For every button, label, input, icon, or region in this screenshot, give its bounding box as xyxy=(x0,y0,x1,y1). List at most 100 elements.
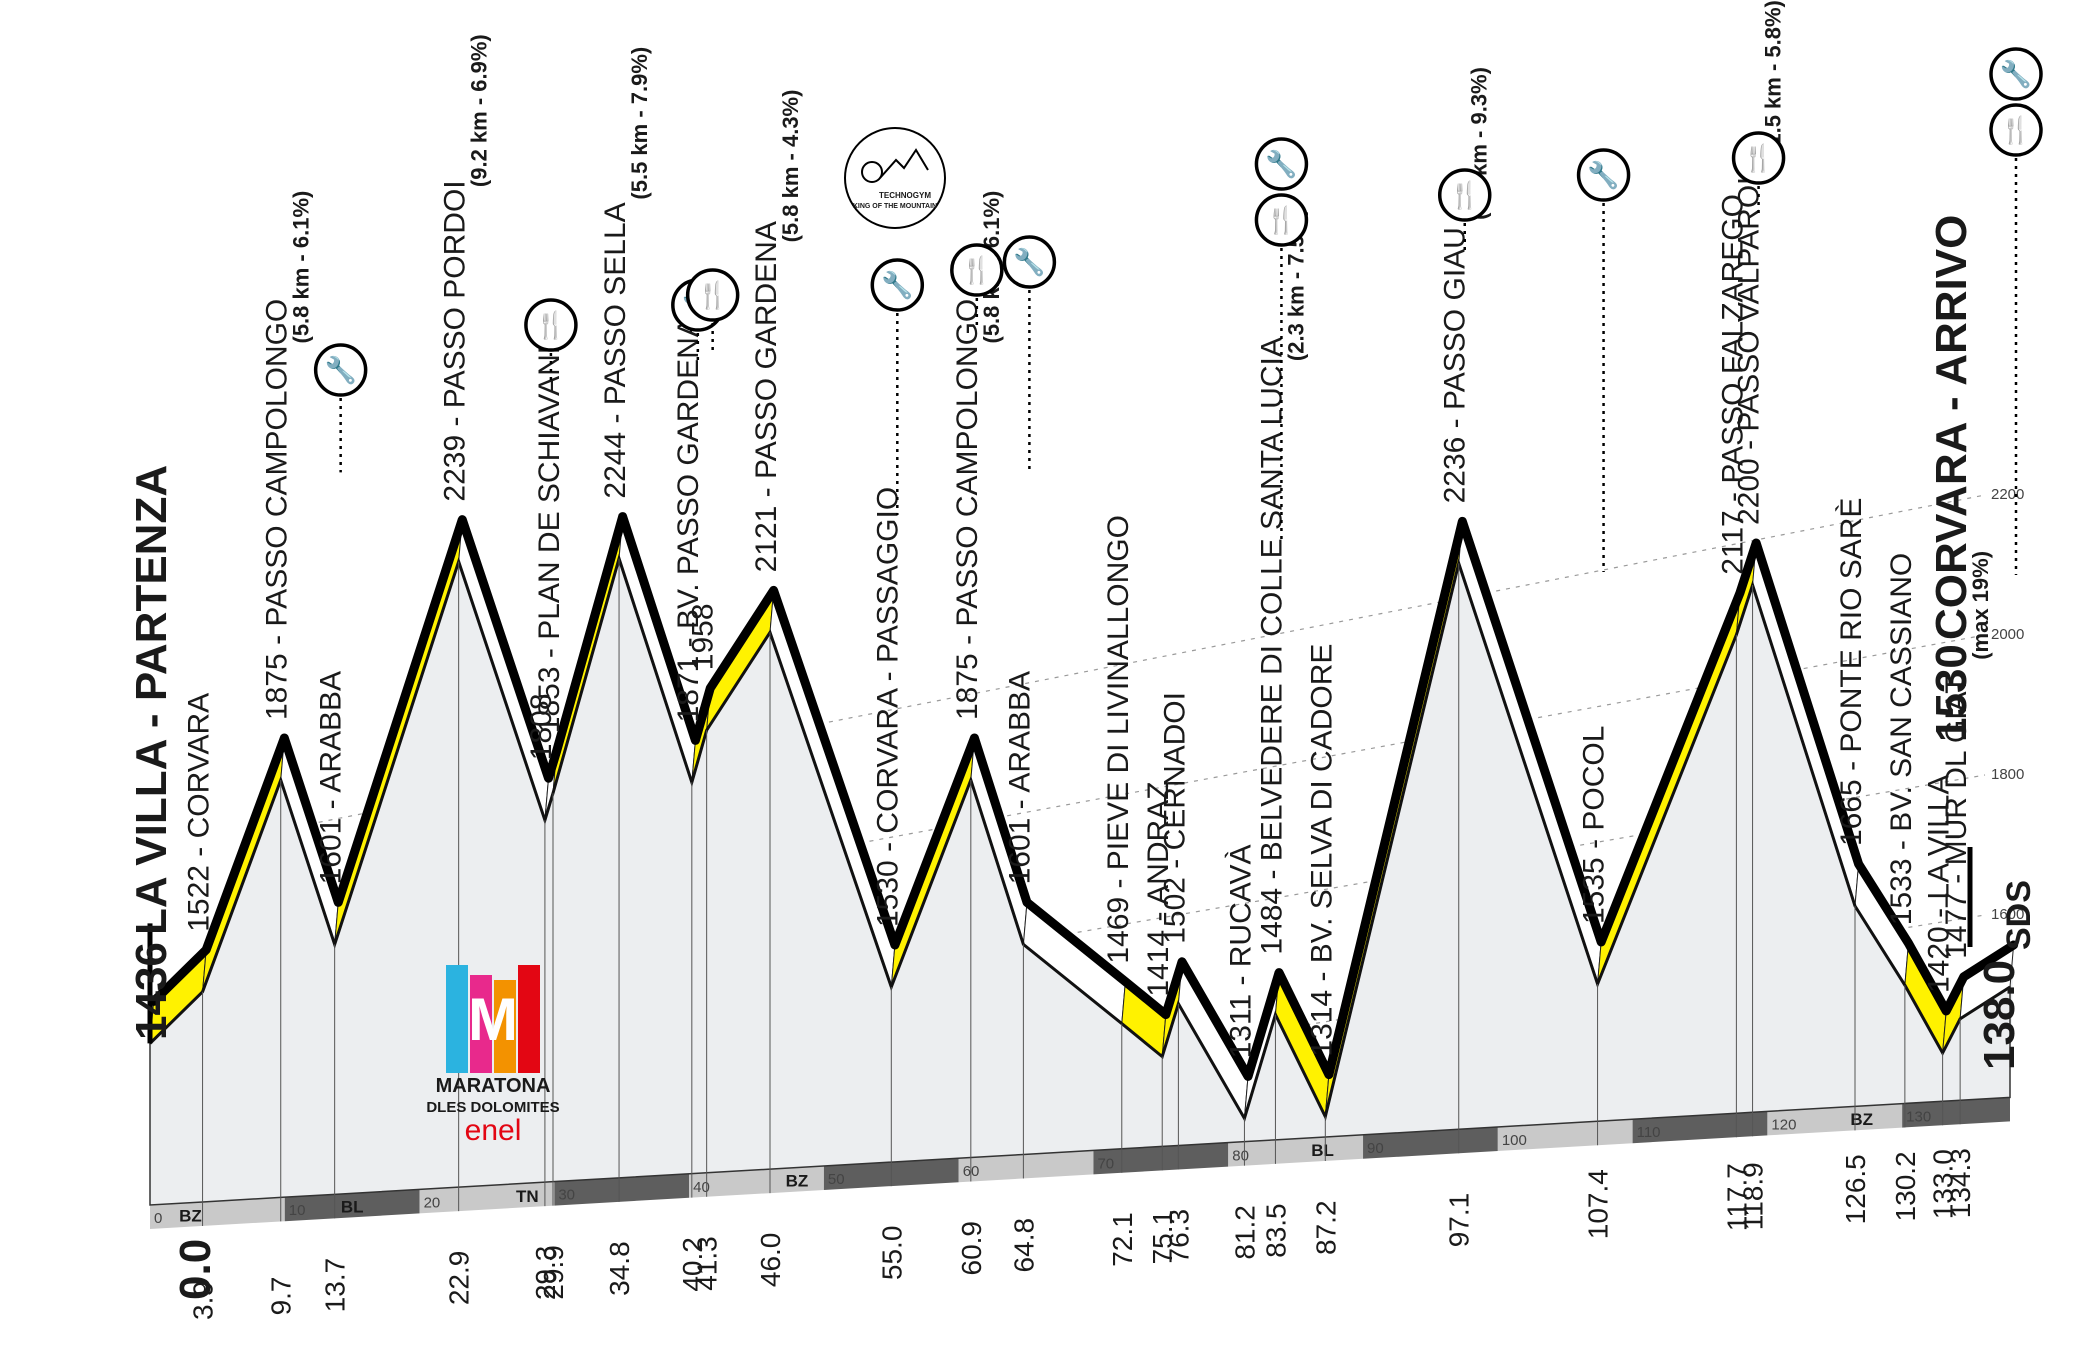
waypoint-km-label: 60.9 xyxy=(956,1221,987,1276)
waypoint-km-label: 3.9 xyxy=(188,1281,219,1320)
km-tick-label: 110 xyxy=(1637,1124,1661,1141)
waypoint-km-label: 134.3 xyxy=(1945,1148,1976,1218)
waypoint-label: 1420 - LA VILLA xyxy=(1923,775,1956,994)
fork-knife-icon: 🍴 xyxy=(1449,180,1481,211)
mountain-icon xyxy=(879,148,929,179)
finish-altitude: 1530 xyxy=(1927,644,1976,742)
km-tick-label: 70 xyxy=(1097,1155,1114,1172)
kom-badge: TECHNOGYM KING OF THE MOUNTAIN xyxy=(844,127,946,229)
waypoint-km-label: 130.2 xyxy=(1890,1151,1921,1221)
waypoint-km-label: 40.2 xyxy=(677,1237,708,1292)
food-station-icon xyxy=(524,298,578,352)
distance-band-segment xyxy=(1363,1127,1498,1159)
waypoint-detail: (5.8 km - 6.1%) xyxy=(289,191,314,344)
distance-band-segment xyxy=(689,1166,824,1198)
region-label: BZ xyxy=(1850,1110,1873,1129)
waypoint-km-label: 75.1 xyxy=(1147,1210,1178,1265)
km-tick-label: 30 xyxy=(558,1187,575,1204)
km-tick-label: 0 xyxy=(154,1210,162,1227)
wrench-icon: 🔧 xyxy=(2000,58,2032,89)
fork-knife-icon: 🍴 xyxy=(535,310,567,341)
waypoint-km-label: 126.5 xyxy=(1840,1154,1871,1224)
waypoint-km-label: 107.4 xyxy=(1583,1169,1614,1239)
food-station-icon xyxy=(1254,193,1309,247)
food-station-icon xyxy=(1731,131,1786,185)
waypoint-label: 2117 - PASSO FALZAREGO xyxy=(1716,194,1749,575)
waypoint-label: 1601 - ARABBA xyxy=(1003,671,1036,884)
kom-label-2: KING OF THE MOUNTAIN xyxy=(853,203,937,210)
waypoint-km-label: 34.8 xyxy=(604,1241,635,1296)
waypoint-km-label: 22.9 xyxy=(444,1251,475,1306)
km-tick-label: 80 xyxy=(1232,1148,1249,1165)
waypoint-label: 1311 - RUCAVÀ xyxy=(1224,844,1257,1058)
start-altitude: 1436 xyxy=(127,942,176,1040)
waypoint-label: 2121 - PASSO GARDENA xyxy=(750,221,783,572)
waypoint-label: 1314 - BV. SELVA DI CADORE xyxy=(1305,644,1338,1057)
region-label: TN xyxy=(516,1187,539,1206)
waypoint-km-label: 133.0 xyxy=(1928,1149,1959,1219)
distance-band-segment xyxy=(554,1173,690,1206)
distance-band-segment xyxy=(1632,1111,1768,1144)
region-label: BZ xyxy=(786,1172,809,1191)
logo-m-bar-2 xyxy=(470,975,492,1073)
distance-band-segment xyxy=(958,1150,1094,1183)
aid-stations: 🔧🍴🔧🍴🔧🍴🔧🍴🔧🍴🔧🍴🍴🔧 xyxy=(313,47,2043,575)
logo-m-bar-4 xyxy=(518,965,540,1073)
waypoint-label: 1665 - PONTE RIO SARÈ xyxy=(1835,498,1868,846)
repair-station-icon xyxy=(870,258,925,312)
region-label: BL xyxy=(341,1197,364,1216)
waypoint-label: 1958 xyxy=(687,603,720,670)
repair-station-icon xyxy=(1989,47,2043,101)
waypoint-label: 1530 - CORVARA - PASSAGGIO xyxy=(871,487,904,927)
food-station-icon xyxy=(1989,103,2043,157)
waypoint-km-label: 46.0 xyxy=(755,1233,786,1288)
km-tick-label: 40 xyxy=(693,1179,710,1196)
profile-ridge-line xyxy=(149,512,2019,1081)
altitude-gridline xyxy=(249,494,1986,837)
maratona-logo: M MARATONA DLES DOLOMITES enel xyxy=(426,965,560,1147)
waypoint-km-label: 9.7 xyxy=(266,1276,297,1315)
distance-band-segment xyxy=(284,1189,420,1222)
waypoint-km-label: 72.1 xyxy=(1107,1212,1138,1267)
distance-band-segment xyxy=(1902,1097,2010,1128)
waypoint-detail: (5.8 km - 4.3%) xyxy=(778,90,803,243)
profile-group xyxy=(147,512,2019,1206)
km-tick-label: 10 xyxy=(289,1202,306,1219)
waypoint-km-label: 87.2 xyxy=(1310,1200,1341,1255)
waypoint-detail: (5.5 km - 7.9%) xyxy=(627,47,652,200)
waypoint-km-label: 29.3 xyxy=(530,1246,561,1301)
cyclist-icon xyxy=(861,161,883,183)
waypoint-label: 2200 - PASSO VALPAROLA xyxy=(1733,148,1766,525)
waypoint-label: 1875 - PASSO CAMPOLONGO xyxy=(261,299,294,720)
kom-badge-circle xyxy=(844,127,946,229)
km-tick-label: 100 xyxy=(1502,1132,1527,1149)
waypoint-label: 1469 - PIEVE DI LIVINALLONGO xyxy=(1102,515,1135,964)
repair-station-icon xyxy=(1254,137,1309,191)
waypoint-label: 1871 - BV. PASSO GARDENA xyxy=(672,317,705,722)
distance-band-segment xyxy=(419,1181,555,1214)
waypoint-km-label: 13.7 xyxy=(320,1258,351,1313)
waypoint-label: 1477 - MUR DL GIAT xyxy=(1940,675,1973,958)
waypoint-label: 1875 - PASSO CAMPOLONGO xyxy=(951,299,984,720)
start-km: 0.0 xyxy=(171,1239,220,1300)
waypoint-km-label: 64.8 xyxy=(1008,1218,1039,1273)
waypoint-label: 1522 - CORVARA xyxy=(183,693,216,932)
region-label: BL xyxy=(1311,1141,1334,1160)
km-tick-label: 90 xyxy=(1367,1140,1384,1157)
distance-band-segment xyxy=(150,1197,285,1229)
distance-band-segment xyxy=(1767,1103,1903,1136)
km-tick-label: 120 xyxy=(1771,1116,1796,1133)
wrench-icon: 🔧 xyxy=(1587,159,1619,190)
repair-station-icon xyxy=(1576,148,1631,202)
wrench-icon: 🔧 xyxy=(1265,148,1297,179)
waypoint-detail: (max 19%) xyxy=(1968,551,1993,660)
corner-mark: SDS xyxy=(2000,880,2038,950)
logo-letter: M xyxy=(468,986,518,1053)
km-tick-label: 130 xyxy=(1906,1109,1931,1126)
finish-name: CORVARA - ARRIVO xyxy=(1927,215,1976,640)
fork-knife-icon: 🍴 xyxy=(961,255,993,286)
region-label: BZ xyxy=(179,1207,202,1226)
altitude-tick-label: 1800 xyxy=(1991,766,2024,783)
